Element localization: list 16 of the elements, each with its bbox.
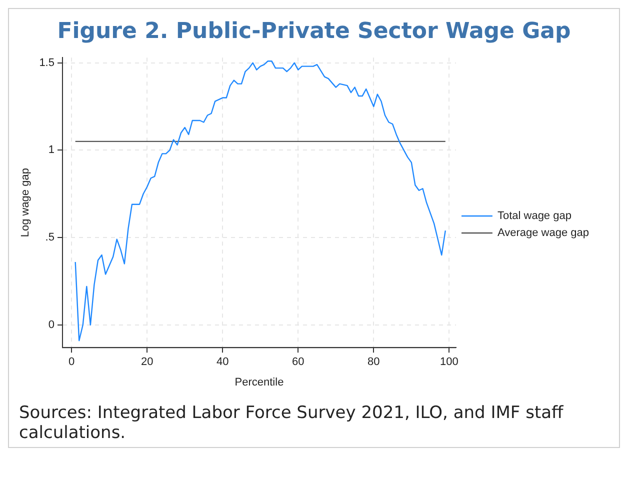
source-note: Sources: Integrated Labor Force Survey 2021, ILO, and IMF staff calculations. [18, 402, 564, 445]
x-tick-label: 100 [440, 356, 458, 368]
legend-label: Average wage gap [497, 227, 590, 240]
x-tick-label: 40 [216, 356, 229, 368]
x-tick-label: 60 [292, 356, 304, 368]
y-tick-label: 1 [48, 144, 54, 156]
y-tick-label: 1.5 [39, 56, 54, 69]
x-tick-label: 80 [368, 356, 380, 368]
x-tick-label: 20 [140, 356, 154, 368]
y-tick-label: .5 [45, 232, 54, 244]
y-axis-title: Log wage gap [20, 168, 32, 238]
chart-title: Figure 2. Public-Private Sector Wage Gap [56, 18, 572, 46]
y-tick-label: 0 [48, 318, 54, 331]
legend-label: Total wage gap [497, 210, 572, 222]
x-axis-title: Percentile [234, 376, 284, 388]
x-tick-label: 0 [68, 356, 75, 368]
